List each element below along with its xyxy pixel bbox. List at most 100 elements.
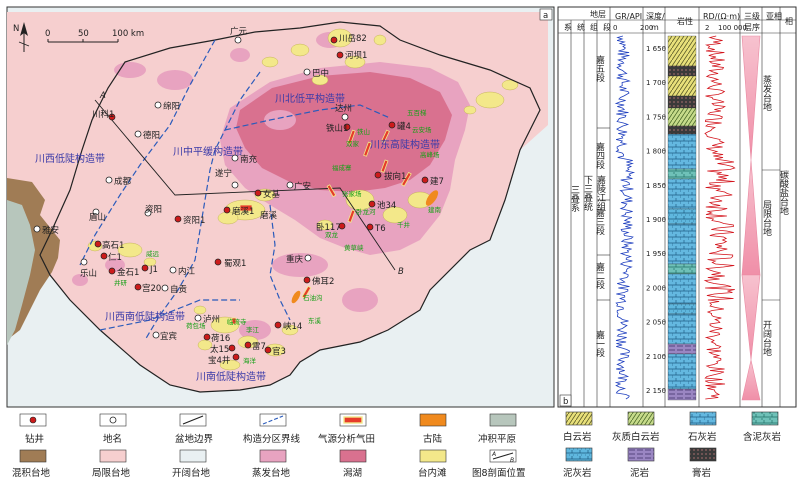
member-label: 嘉一段 xyxy=(594,329,605,358)
lithology-legend: 白云岩 灰质白云岩 石灰岩 含泥灰岩 泥灰岩 泥岩 膏岩 xyxy=(563,411,781,479)
gr-log-curve xyxy=(614,35,636,400)
lith-legend-muddy-limestone: 含泥灰岩 xyxy=(743,411,781,443)
member-label: 嘉五段 xyxy=(594,54,605,83)
well-label: 金石1 xyxy=(117,267,139,278)
city-label: 南充 xyxy=(240,154,258,165)
depth-tick-label: 1 800 xyxy=(646,148,666,156)
legend-item-open-platform: 开阔台地 xyxy=(172,449,211,479)
depth-tick-label: 1 750 xyxy=(646,113,666,121)
zone-label-south: 川南低陡构造带 xyxy=(196,370,266,383)
header-sequence: 三级 xyxy=(744,11,760,21)
header-subfacies: 亚相 xyxy=(766,11,782,21)
lith-legend-marl: 泥灰岩 xyxy=(563,447,593,479)
legend-item-old-land: 古陆 xyxy=(419,413,447,445)
well-label: 高石1 xyxy=(102,240,124,251)
panel-b-box xyxy=(559,394,572,407)
well-label: 荷16 xyxy=(211,333,230,344)
city-label: 广元 xyxy=(230,26,248,37)
legend-item-restricted-platform: 局限台地 xyxy=(92,449,131,479)
zone-boundary-lines xyxy=(79,39,391,341)
gas-field-label: 威远 xyxy=(146,249,160,258)
scale-tick: 50 xyxy=(78,29,89,39)
well-markers xyxy=(94,36,429,361)
city-label: 乐山 xyxy=(80,268,97,279)
city-label: 自贡 xyxy=(170,284,187,295)
legend-item-place: 地名 xyxy=(99,413,127,445)
legend-item-basin-edge: 盆地边界 xyxy=(175,413,214,445)
legend-profile-b: B xyxy=(510,457,514,464)
lithology-block xyxy=(667,313,697,345)
lith-legend-dolomite: 白云岩 xyxy=(563,411,593,443)
gas-field-label: 李江 xyxy=(246,325,260,334)
panel-a-label: a xyxy=(543,11,548,21)
well-label: 资阳1 xyxy=(183,215,205,226)
gas-field-labels: 五百梯 铁山 双家 云安场 高峰场 福成寨 建南 张家场 卧龙河 双龙 千井 黄… xyxy=(114,108,442,365)
gr-scale-min: 0 xyxy=(613,24,617,32)
city-label: 重庆 xyxy=(286,254,304,265)
legend-label: 局限台地 xyxy=(92,467,131,479)
well-label: 河坝1 xyxy=(345,50,367,61)
lithology-block xyxy=(667,388,697,401)
legend-label: 构造分区界线 xyxy=(243,433,301,445)
header-depth: 深度/ xyxy=(646,11,665,21)
subfacies-label: 蒸发台地 xyxy=(761,74,772,111)
gas-field-label: 高峰场 xyxy=(420,150,440,159)
legend-label: 盆地边界 xyxy=(175,433,214,445)
lithology-block xyxy=(667,65,697,77)
well-label: 仁1 xyxy=(108,252,122,263)
gas-field-label: 千井 xyxy=(397,220,411,229)
city-label: 巴中 xyxy=(312,68,329,79)
lithology-column xyxy=(667,35,697,401)
profile-label-b: B xyxy=(398,267,404,277)
city-label: 遂宁 xyxy=(215,168,232,179)
rd-scale-min: 2 xyxy=(705,24,709,32)
gas-field-label: 云安场 xyxy=(412,125,432,134)
city-label: 雅安 xyxy=(42,225,59,236)
city-label: 成都 xyxy=(114,176,132,187)
header-member: 段 xyxy=(603,22,611,32)
legend-item-mixed-platform: 混积台地 xyxy=(12,449,51,479)
city-label: 资阳 xyxy=(145,204,162,215)
well-label: 池34 xyxy=(377,200,396,211)
lithology-block xyxy=(667,75,697,97)
depth-ticks: 1 650 1 700 1 750 1 800 1 850 1 900 1 950 2 000… xyxy=(646,45,666,395)
system-label: 三叠系 xyxy=(569,185,580,212)
legend-item-lagoon: 潟湖 xyxy=(339,449,367,479)
legend-label: 古陆 xyxy=(423,433,443,445)
city-label: 眉山 xyxy=(89,212,106,223)
scale-tick: 100 km xyxy=(112,29,144,39)
gas-field-label: 黄草峡 xyxy=(344,243,364,252)
legend-label: 含泥灰岩 xyxy=(743,431,781,443)
gas-field-label: 张家场 xyxy=(342,189,362,198)
gas-field-label: 双家 xyxy=(346,139,360,148)
city-label: 达州 xyxy=(335,103,352,114)
lith-legend-limy-dolomite: 灰质白云岩 xyxy=(612,411,660,443)
north-arrow-icon xyxy=(18,22,30,52)
well-label: 铁山1 xyxy=(326,123,348,134)
zone-label-central: 川中平缓构造带 xyxy=(173,145,243,158)
gas-field-label: 临流寺 xyxy=(227,317,247,326)
header-lithology: 岩性 xyxy=(677,16,693,26)
header-sequence-2: 层序 xyxy=(744,22,760,32)
column-dividers xyxy=(570,7,781,407)
depth-tick-label: 2 150 xyxy=(646,387,666,395)
legend-label: 白云岩 xyxy=(563,431,592,443)
panel-a-box xyxy=(539,8,553,21)
lithology-block xyxy=(667,263,697,275)
header-facies: 相 xyxy=(785,16,793,26)
lithology-block xyxy=(667,273,697,305)
subfacies-label: 局限台地 xyxy=(761,200,772,236)
zone-label-north: 川北低平构造带 xyxy=(275,92,345,105)
lithology-block xyxy=(667,208,697,225)
rd-scale-max: 100 000 xyxy=(718,24,747,32)
depth-tick-label: 2 050 xyxy=(646,319,666,327)
map-panel: A B xyxy=(6,6,555,408)
old-land-patches xyxy=(291,190,439,304)
legend-label: 混积台地 xyxy=(12,467,51,479)
city-label: 内江 xyxy=(178,266,196,277)
legend-label: 冲积平原 xyxy=(478,433,516,445)
panel-b-label: b xyxy=(563,397,568,407)
well-label: 官3 xyxy=(272,346,286,357)
scale-bar: 0 50 100 km xyxy=(45,29,144,43)
